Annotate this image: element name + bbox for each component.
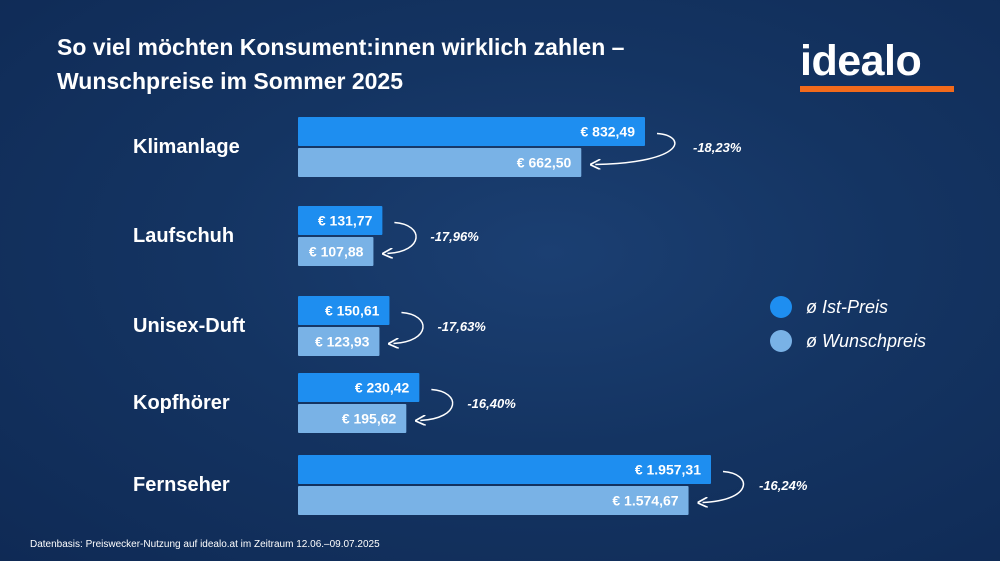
title-line-1: So viel möchten Konsument:innen wirklich… <box>57 34 625 60</box>
logo-underline <box>800 86 954 92</box>
category-label-klimanlage: Klimanlage <box>133 136 240 158</box>
difference-label-kopfh-rer: -16,40% <box>467 396 516 411</box>
category-label-unisex-duft: Unisex-Duft <box>133 315 246 337</box>
legend-label-ist: ø Ist-Preis <box>806 296 889 317</box>
bar-wunsch-klimanlage <box>298 148 582 177</box>
bar-wunsch-laufschuh <box>298 237 374 266</box>
logo-text: idealo <box>800 37 922 85</box>
bar-ist-unisex-duft <box>298 296 390 325</box>
difference-arrow-kopfh-rer <box>420 388 454 421</box>
bar-ist-laufschuh <box>298 206 383 235</box>
bar-wunsch-unisex-duft <box>298 327 380 356</box>
value-label-wunsch-fernseher: € 1.574,67 <box>612 493 678 509</box>
bar-wunsch-kopfh-rer <box>298 404 407 433</box>
value-label-ist-kopfh-rer: € 230,42 <box>355 380 410 396</box>
idealo-logo: idealo <box>800 38 954 92</box>
difference-label-fernseher: -16,24% <box>759 478 808 493</box>
bar-wunsch-fernseher <box>298 486 689 515</box>
data-source-footnote: Datenbasis: Preiswecker-Nutzung auf idea… <box>30 539 380 550</box>
title-line-2: Wunschpreise im Sommer 2025 <box>57 68 403 94</box>
value-label-wunsch-unisex-duft: € 123,93 <box>315 334 370 350</box>
difference-arrow-fernseher <box>703 470 745 503</box>
difference-label-unisex-duft: -17,63% <box>437 319 486 334</box>
value-label-ist-unisex-duft: € 150,61 <box>325 303 380 319</box>
difference-arrow-unisex-duft <box>393 311 424 344</box>
value-label-ist-fernseher: € 1.957,31 <box>635 462 701 478</box>
bar-ist-kopfh-rer <box>298 373 420 402</box>
difference-arrow-laufschuh <box>387 221 417 254</box>
legend: ø Ist-Preis ø Wunschpreis <box>770 290 926 358</box>
legend-item-ist: ø Ist-Preis <box>770 290 926 324</box>
value-label-ist-laufschuh: € 131,77 <box>318 213 373 229</box>
difference-label-laufschuh: -17,96% <box>430 229 479 244</box>
value-label-wunsch-kopfh-rer: € 195,62 <box>342 411 397 427</box>
category-label-fernseher: Fernseher <box>133 474 230 496</box>
value-label-wunsch-laufschuh: € 107,88 <box>309 244 364 260</box>
difference-label-klimanlage: -18,23% <box>693 140 742 155</box>
category-label-kopfh-rer: Kopfhörer <box>133 392 230 414</box>
value-label-ist-klimanlage: € 832,49 <box>581 124 636 140</box>
chart-title: So viel möchten Konsument:innen wirklich… <box>57 30 624 98</box>
value-label-wunsch-klimanlage: € 662,50 <box>517 155 572 171</box>
category-label-laufschuh: Laufschuh <box>133 225 234 247</box>
bar-ist-fernseher <box>298 455 711 484</box>
legend-item-wunsch: ø Wunschpreis <box>770 324 926 358</box>
difference-arrow-klimanlage <box>595 132 676 165</box>
legend-label-wunsch: ø Wunschpreis <box>806 330 927 351</box>
legend-swatch-ist <box>770 296 792 318</box>
bar-ist-klimanlage <box>298 117 645 146</box>
legend-swatch-wunsch <box>770 330 792 352</box>
